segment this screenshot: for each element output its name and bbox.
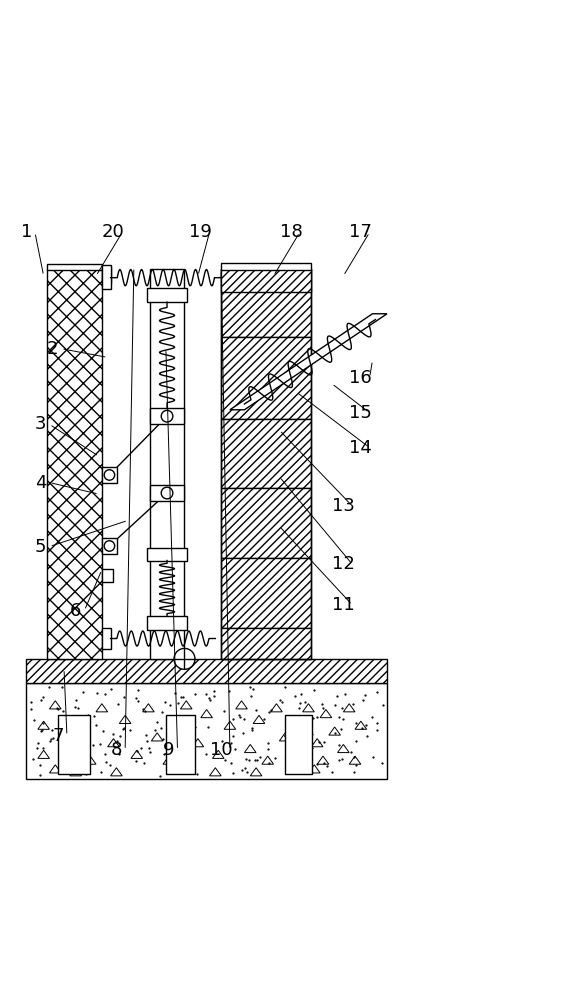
- Text: 10: 10: [210, 741, 232, 759]
- Text: 13: 13: [332, 497, 355, 515]
- Text: 4: 4: [35, 474, 47, 492]
- Bar: [47, 264, 102, 270]
- Bar: [221, 419, 311, 488]
- Text: 2: 2: [47, 340, 58, 358]
- Bar: [147, 288, 187, 302]
- Text: 11: 11: [332, 596, 355, 614]
- Text: 12: 12: [332, 555, 355, 573]
- Text: 5: 5: [35, 538, 47, 556]
- Text: 15: 15: [349, 404, 372, 422]
- Bar: [26, 659, 387, 683]
- Bar: [58, 715, 90, 774]
- Bar: [221, 269, 311, 337]
- Bar: [150, 485, 184, 501]
- Circle shape: [104, 541, 115, 551]
- Bar: [147, 548, 187, 561]
- Bar: [150, 408, 184, 424]
- Text: 1: 1: [20, 223, 32, 241]
- Text: 14: 14: [349, 439, 372, 457]
- Circle shape: [104, 470, 115, 480]
- Bar: [102, 628, 111, 649]
- Bar: [47, 269, 102, 659]
- Circle shape: [174, 648, 195, 669]
- Text: 17: 17: [349, 223, 372, 241]
- Bar: [221, 269, 311, 292]
- Polygon shape: [230, 314, 387, 410]
- Text: 16: 16: [349, 369, 372, 387]
- Bar: [221, 337, 311, 419]
- Bar: [221, 263, 311, 270]
- Bar: [26, 683, 387, 779]
- Text: 18: 18: [279, 223, 303, 241]
- Circle shape: [161, 410, 173, 422]
- Bar: [221, 558, 311, 628]
- Bar: [150, 269, 184, 659]
- Bar: [102, 538, 117, 554]
- Bar: [221, 269, 311, 659]
- Text: 6: 6: [70, 602, 81, 620]
- Bar: [166, 715, 194, 774]
- Text: 3: 3: [35, 415, 47, 433]
- Text: 7: 7: [52, 727, 64, 745]
- Text: 19: 19: [189, 223, 212, 241]
- Circle shape: [161, 487, 173, 499]
- Bar: [102, 467, 117, 483]
- Text: 20: 20: [102, 223, 125, 241]
- Bar: [285, 715, 313, 774]
- Bar: [102, 267, 111, 283]
- Text: 9: 9: [163, 741, 175, 759]
- Bar: [102, 569, 113, 582]
- Bar: [102, 265, 111, 289]
- Bar: [221, 628, 311, 659]
- Text: 8: 8: [111, 741, 122, 759]
- Bar: [147, 616, 187, 630]
- Bar: [221, 488, 311, 558]
